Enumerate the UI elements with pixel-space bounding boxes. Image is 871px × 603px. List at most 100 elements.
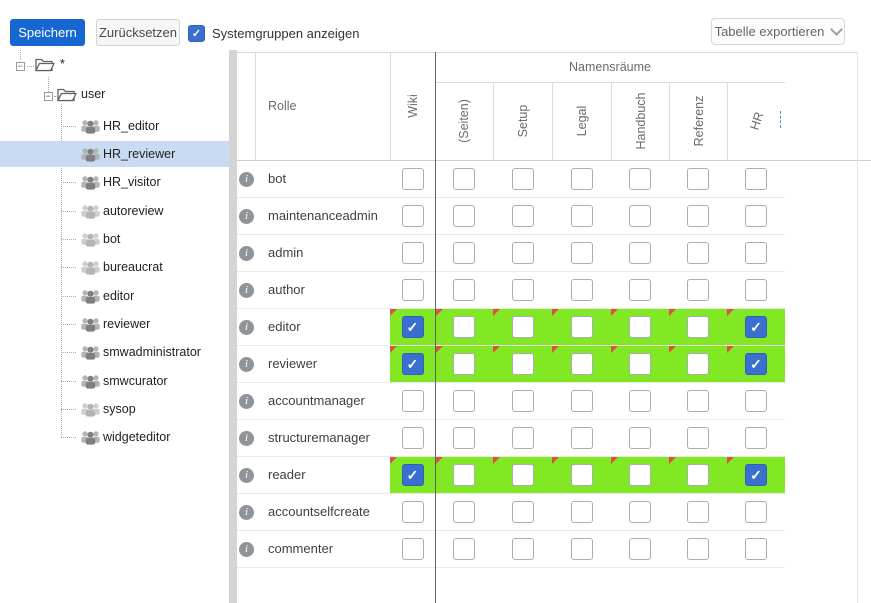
permission-checkbox[interactable]	[511, 390, 534, 412]
permission-checkbox[interactable]	[570, 205, 593, 227]
permission-checkbox[interactable]	[453, 464, 475, 486]
permission-checkbox[interactable]	[629, 316, 651, 338]
permission-checkbox[interactable]	[570, 242, 593, 264]
permission-checkbox[interactable]	[570, 501, 593, 523]
permission-checkbox[interactable]	[511, 205, 534, 227]
tree-item-HR_editor[interactable]: HR_editor	[0, 114, 229, 138]
permission-checkbox[interactable]	[629, 168, 651, 190]
info-icon[interactable]: i	[239, 320, 254, 335]
permission-checkbox[interactable]	[629, 205, 651, 227]
permission-checkbox[interactable]	[570, 353, 593, 375]
tree-item-sysop[interactable]: sysop	[0, 397, 229, 421]
permission-checkbox[interactable]	[401, 538, 424, 560]
info-icon[interactable]: i	[239, 172, 254, 187]
tree-item-HR_reviewer[interactable]: HR_reviewer	[0, 141, 229, 167]
permission-checkbox[interactable]	[629, 390, 651, 412]
permission-checkbox[interactable]: ✓	[745, 464, 767, 486]
tree-expander-minus-icon[interactable]: −	[43, 90, 53, 101]
permission-checkbox[interactable]	[511, 316, 534, 338]
permission-checkbox[interactable]	[511, 279, 534, 301]
permission-checkbox[interactable]	[401, 427, 424, 449]
permission-checkbox[interactable]	[453, 242, 475, 264]
info-icon[interactable]: i	[239, 209, 254, 224]
tree-item-user[interactable]: user	[0, 82, 229, 106]
permission-checkbox[interactable]	[687, 353, 709, 375]
permission-checkbox[interactable]	[401, 242, 424, 264]
permission-checkbox[interactable]: ✓	[745, 353, 767, 375]
permission-checkbox[interactable]	[570, 279, 593, 301]
permission-checkbox[interactable]: ✓	[745, 316, 767, 338]
permission-checkbox[interactable]	[687, 390, 709, 412]
info-icon[interactable]: i	[239, 394, 254, 409]
permission-checkbox[interactable]	[453, 427, 475, 449]
permission-checkbox[interactable]	[401, 390, 424, 412]
tree-item-autoreview[interactable]: autoreview	[0, 199, 229, 223]
permission-checkbox[interactable]	[687, 168, 709, 190]
permission-checkbox[interactable]	[629, 353, 651, 375]
permission-checkbox[interactable]	[511, 464, 534, 486]
permission-checkbox[interactable]	[511, 538, 534, 560]
permission-checkbox[interactable]	[453, 501, 475, 523]
info-icon[interactable]: i	[239, 542, 254, 557]
permission-checkbox[interactable]	[745, 242, 767, 264]
namespace-column-header[interactable]: (Seiten)	[435, 82, 493, 160]
tree-item-smwcurator[interactable]: smwcurator	[0, 369, 229, 393]
permission-checkbox[interactable]	[570, 427, 593, 449]
namespace-column-header[interactable]: Referenz	[669, 82, 727, 160]
namespace-column-header[interactable]: Setup	[493, 82, 552, 160]
permission-checkbox[interactable]	[453, 316, 475, 338]
tree-item-HR_visitor[interactable]: HR_visitor	[0, 170, 229, 194]
permission-checkbox[interactable]	[511, 168, 534, 190]
permission-checkbox[interactable]	[687, 205, 709, 227]
tree-item-reviewer[interactable]: reviewer	[0, 312, 229, 336]
info-icon[interactable]: i	[239, 431, 254, 446]
permission-checkbox[interactable]	[401, 501, 424, 523]
permission-checkbox[interactable]: ✓	[401, 353, 424, 375]
tree-item-widgeteditor[interactable]: widgeteditor	[0, 425, 229, 449]
tree-item-bureaucrat[interactable]: bureaucrat	[0, 255, 229, 279]
tree-expander-minus-icon[interactable]: −	[15, 60, 25, 71]
permission-checkbox[interactable]	[453, 390, 475, 412]
permission-checkbox[interactable]	[511, 242, 534, 264]
permission-checkbox[interactable]	[745, 279, 767, 301]
permission-checkbox[interactable]	[453, 353, 475, 375]
permission-checkbox[interactable]	[511, 427, 534, 449]
permission-checkbox[interactable]	[401, 168, 424, 190]
permission-checkbox[interactable]	[745, 501, 767, 523]
tree-item-root[interactable]: *	[0, 52, 229, 76]
tree-item-editor[interactable]: editor	[0, 284, 229, 308]
namespace-column-header[interactable]: Legal	[552, 82, 611, 160]
permission-checkbox[interactable]	[570, 538, 593, 560]
permission-checkbox[interactable]	[629, 501, 651, 523]
namespace-column-header[interactable]: HR	[727, 82, 785, 160]
permission-checkbox[interactable]	[453, 205, 475, 227]
permission-checkbox[interactable]	[687, 316, 709, 338]
namespace-column-header[interactable]: Handbuch	[611, 82, 669, 160]
permission-checkbox[interactable]	[687, 538, 709, 560]
permission-checkbox[interactable]	[629, 427, 651, 449]
permission-checkbox[interactable]	[629, 538, 651, 560]
permission-checkbox[interactable]	[401, 205, 424, 227]
info-icon[interactable]: i	[239, 283, 254, 298]
info-icon[interactable]: i	[239, 246, 254, 261]
column-header-wiki[interactable]: Wiki	[390, 52, 435, 160]
permission-checkbox[interactable]	[745, 168, 767, 190]
permission-checkbox[interactable]	[687, 501, 709, 523]
permission-checkbox[interactable]	[629, 279, 651, 301]
tree-item-smwadministrator[interactable]: smwadministrator	[0, 340, 229, 364]
save-button[interactable]: Speichern	[10, 19, 85, 46]
permission-checkbox[interactable]	[629, 242, 651, 264]
permission-checkbox[interactable]	[570, 168, 593, 190]
column-header-role[interactable]: Rolle	[255, 52, 390, 160]
permission-checkbox[interactable]	[453, 279, 475, 301]
permission-checkbox[interactable]	[570, 316, 593, 338]
permission-checkbox[interactable]: ✓	[401, 316, 424, 338]
permission-checkbox[interactable]	[687, 464, 709, 486]
permission-checkbox[interactable]	[629, 464, 651, 486]
permission-checkbox[interactable]	[511, 353, 534, 375]
info-icon[interactable]: i	[239, 505, 254, 520]
permission-checkbox[interactable]	[687, 242, 709, 264]
tree-item-bot[interactable]: bot	[0, 227, 229, 251]
permission-checkbox[interactable]	[745, 427, 767, 449]
permission-checkbox[interactable]	[401, 279, 424, 301]
